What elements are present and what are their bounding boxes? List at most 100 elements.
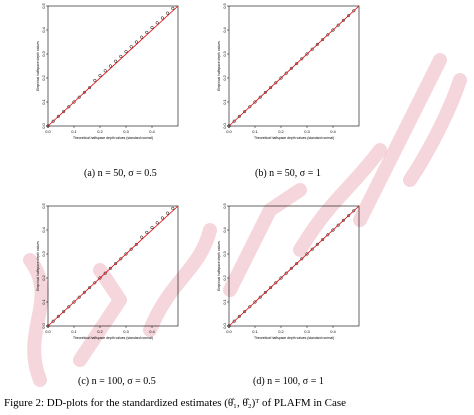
data-point xyxy=(62,110,66,114)
data-point xyxy=(77,295,81,299)
data-point xyxy=(129,45,133,49)
data-point xyxy=(274,281,278,285)
data-point xyxy=(326,233,330,237)
y-tick-label: 0.0 xyxy=(222,122,227,128)
data-point xyxy=(56,314,60,318)
x-tick-label: 0.1 xyxy=(71,129,77,134)
data-point xyxy=(347,214,351,218)
data-point xyxy=(124,252,128,256)
data-point xyxy=(284,271,288,275)
data-point xyxy=(171,6,175,10)
data-point xyxy=(93,281,97,285)
data-point xyxy=(88,86,92,90)
data-point xyxy=(145,230,149,234)
plot-frame xyxy=(228,205,360,327)
data-point xyxy=(46,324,50,328)
data-point xyxy=(93,78,97,82)
data-point xyxy=(269,286,273,290)
y-tick-label: 0.4 xyxy=(41,226,46,232)
x-tick-label: 0.3 xyxy=(123,129,129,134)
data-point xyxy=(305,52,309,56)
data-point xyxy=(150,226,154,230)
y-tick-label: 0.1 xyxy=(41,98,46,104)
data-point xyxy=(160,16,164,20)
reference-line xyxy=(228,205,360,327)
data-point xyxy=(82,90,86,94)
y-tick-label: 0.1 xyxy=(222,98,227,104)
data-point xyxy=(263,90,267,94)
data-point xyxy=(300,257,304,261)
data-point xyxy=(67,105,71,109)
dd-plot-a: 0.0 0.1 0.2 0.3 0.4 0.0 0.1 0.2 0.3 0.4 0.5 Theoret… xyxy=(36,2,179,140)
data-point xyxy=(119,257,123,261)
data-point xyxy=(140,235,144,239)
data-point xyxy=(82,290,86,294)
x-tick-label: 0.1 xyxy=(252,129,258,134)
reference-line xyxy=(47,205,179,327)
plot-frame xyxy=(228,5,360,127)
x-axis-label: Theoretical halfspace depth values (stan… xyxy=(73,336,153,340)
data-point xyxy=(295,62,299,66)
data-point xyxy=(310,247,314,251)
y-axis-label: Empirical halfspace depth values xyxy=(217,41,221,91)
data-point xyxy=(289,266,293,270)
y-axis-label: Empirical halfspace depth values xyxy=(217,241,221,291)
data-point xyxy=(336,23,340,27)
reference-line xyxy=(47,5,179,127)
x-axis-label: Theoretical halfspace depth values (stan… xyxy=(254,136,334,140)
y-tick-label: 0.1 xyxy=(41,298,46,304)
data-point xyxy=(72,300,76,304)
data-point xyxy=(124,50,128,54)
x-tick-label: 0.2 xyxy=(278,129,284,134)
data-point xyxy=(258,95,262,99)
panel-a: 0.0 0.1 0.2 0.3 0.4 0.0 0.1 0.2 0.3 0.4 0.5 Theoret… xyxy=(30,0,220,160)
caption-d: (d) n = 100, σ = 1 xyxy=(253,376,324,387)
data-point xyxy=(51,119,55,123)
y-tick-label: 0.3 xyxy=(41,50,46,56)
data-point xyxy=(62,310,66,314)
x-tick-label: 0.2 xyxy=(97,329,103,334)
data-point xyxy=(352,209,356,213)
data-point xyxy=(310,47,314,51)
plot-frame xyxy=(47,205,179,327)
x-tick-label: 0.2 xyxy=(97,129,103,134)
data-point xyxy=(171,206,175,210)
data-point xyxy=(336,223,340,227)
y-tick-label: 0.3 xyxy=(222,250,227,256)
data-point xyxy=(108,64,112,68)
data-point xyxy=(98,74,102,78)
data-point xyxy=(341,218,345,222)
data-point xyxy=(88,286,92,290)
y-tick-label: 0.5 xyxy=(41,202,46,208)
data-point xyxy=(331,28,335,32)
data-point xyxy=(274,81,278,85)
caption-c: (c) n = 100, σ = 0.5 xyxy=(78,376,156,387)
data-point xyxy=(341,18,345,22)
data-point xyxy=(155,221,159,225)
plot-frame xyxy=(47,5,179,127)
data-point xyxy=(150,26,154,30)
data-point xyxy=(248,105,252,109)
data-point xyxy=(347,14,351,18)
data-point xyxy=(258,295,262,299)
y-tick-label: 0.5 xyxy=(222,202,227,208)
data-point xyxy=(155,21,159,25)
data-point xyxy=(352,9,356,13)
data-point xyxy=(326,33,330,37)
y-axis-label: Empirical halfspace depth values xyxy=(36,41,40,91)
data-point xyxy=(295,262,299,266)
dd-plot-c: 0.0 0.1 0.2 0.3 0.4 0.0 0.1 0.2 0.3 0.4 0.5 Theoret… xyxy=(36,202,179,340)
x-axis-label: Theoretical halfspace depth values (stan… xyxy=(254,336,334,340)
y-tick-label: 0.3 xyxy=(41,250,46,256)
data-point xyxy=(134,242,138,246)
data-point xyxy=(315,42,319,46)
data-point xyxy=(232,319,236,323)
data-point xyxy=(160,216,164,220)
data-point xyxy=(248,305,252,309)
y-tick-label: 0.2 xyxy=(41,274,46,280)
panel-d: 0.0 0.1 0.2 0.3 0.4 0.0 0.1 0.2 0.3 0.4 0.5 Theoret… xyxy=(211,200,401,360)
y-tick-label: 0.0 xyxy=(41,322,46,328)
x-tick-label: 0.2 xyxy=(278,329,284,334)
data-point xyxy=(253,100,257,104)
data-point xyxy=(227,124,231,128)
